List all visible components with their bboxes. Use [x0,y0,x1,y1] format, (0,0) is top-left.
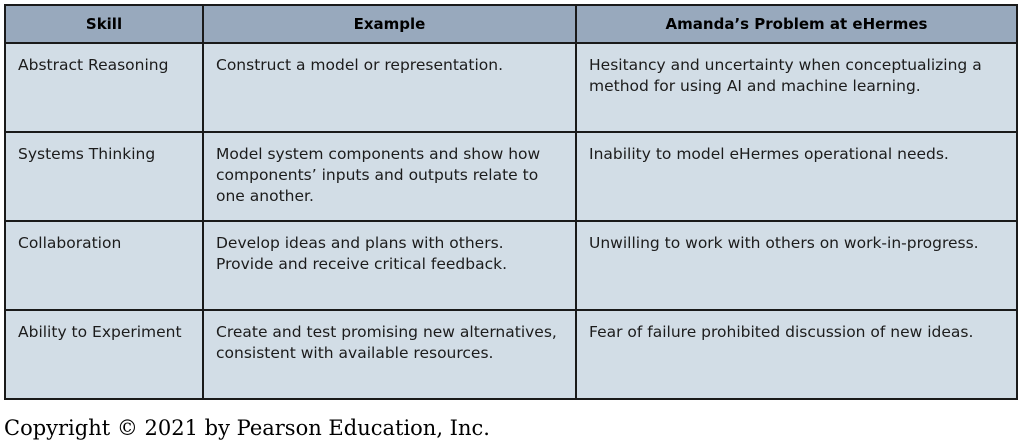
header-row: Skill Example Amanda’s Problem at eHerme… [4,4,1018,44]
problem-cell: Unwilling to work with others on work-in… [575,220,1018,311]
table-row: Ability to Experiment Create and test pr… [4,309,1018,400]
example-cell: Construct a model or representation. [202,42,577,133]
table-row: Collaboration Develop ideas and plans wi… [4,220,1018,311]
example-cell: Develop ideas and plans with others. Pro… [202,220,577,311]
copyright-notice: Copyright © 2021 by Pearson Education, I… [4,416,490,440]
skill-cell: Collaboration [4,220,204,311]
example-cell: Create and test promising new alternativ… [202,309,577,400]
column-header-example: Example [202,4,577,44]
column-header-skill: Skill [4,4,204,44]
skill-cell: Systems Thinking [4,131,204,222]
example-cell: Model system components and show how com… [202,131,577,222]
column-header-problem: Amanda’s Problem at eHermes [575,4,1018,44]
skill-cell: Abstract Reasoning [4,42,204,133]
problem-cell: Fear of failure prohibited discussion of… [575,309,1018,400]
table-row: Abstract Reasoning Construct a model or … [4,42,1018,133]
skills-table: Skill Example Amanda’s Problem at eHerme… [4,4,1018,400]
problem-cell: Inability to model eHermes operational n… [575,131,1018,222]
table-row: Systems Thinking Model system components… [4,131,1018,222]
problem-cell: Hesitancy and uncertainty when conceptua… [575,42,1018,133]
skill-cell: Ability to Experiment [4,309,204,400]
